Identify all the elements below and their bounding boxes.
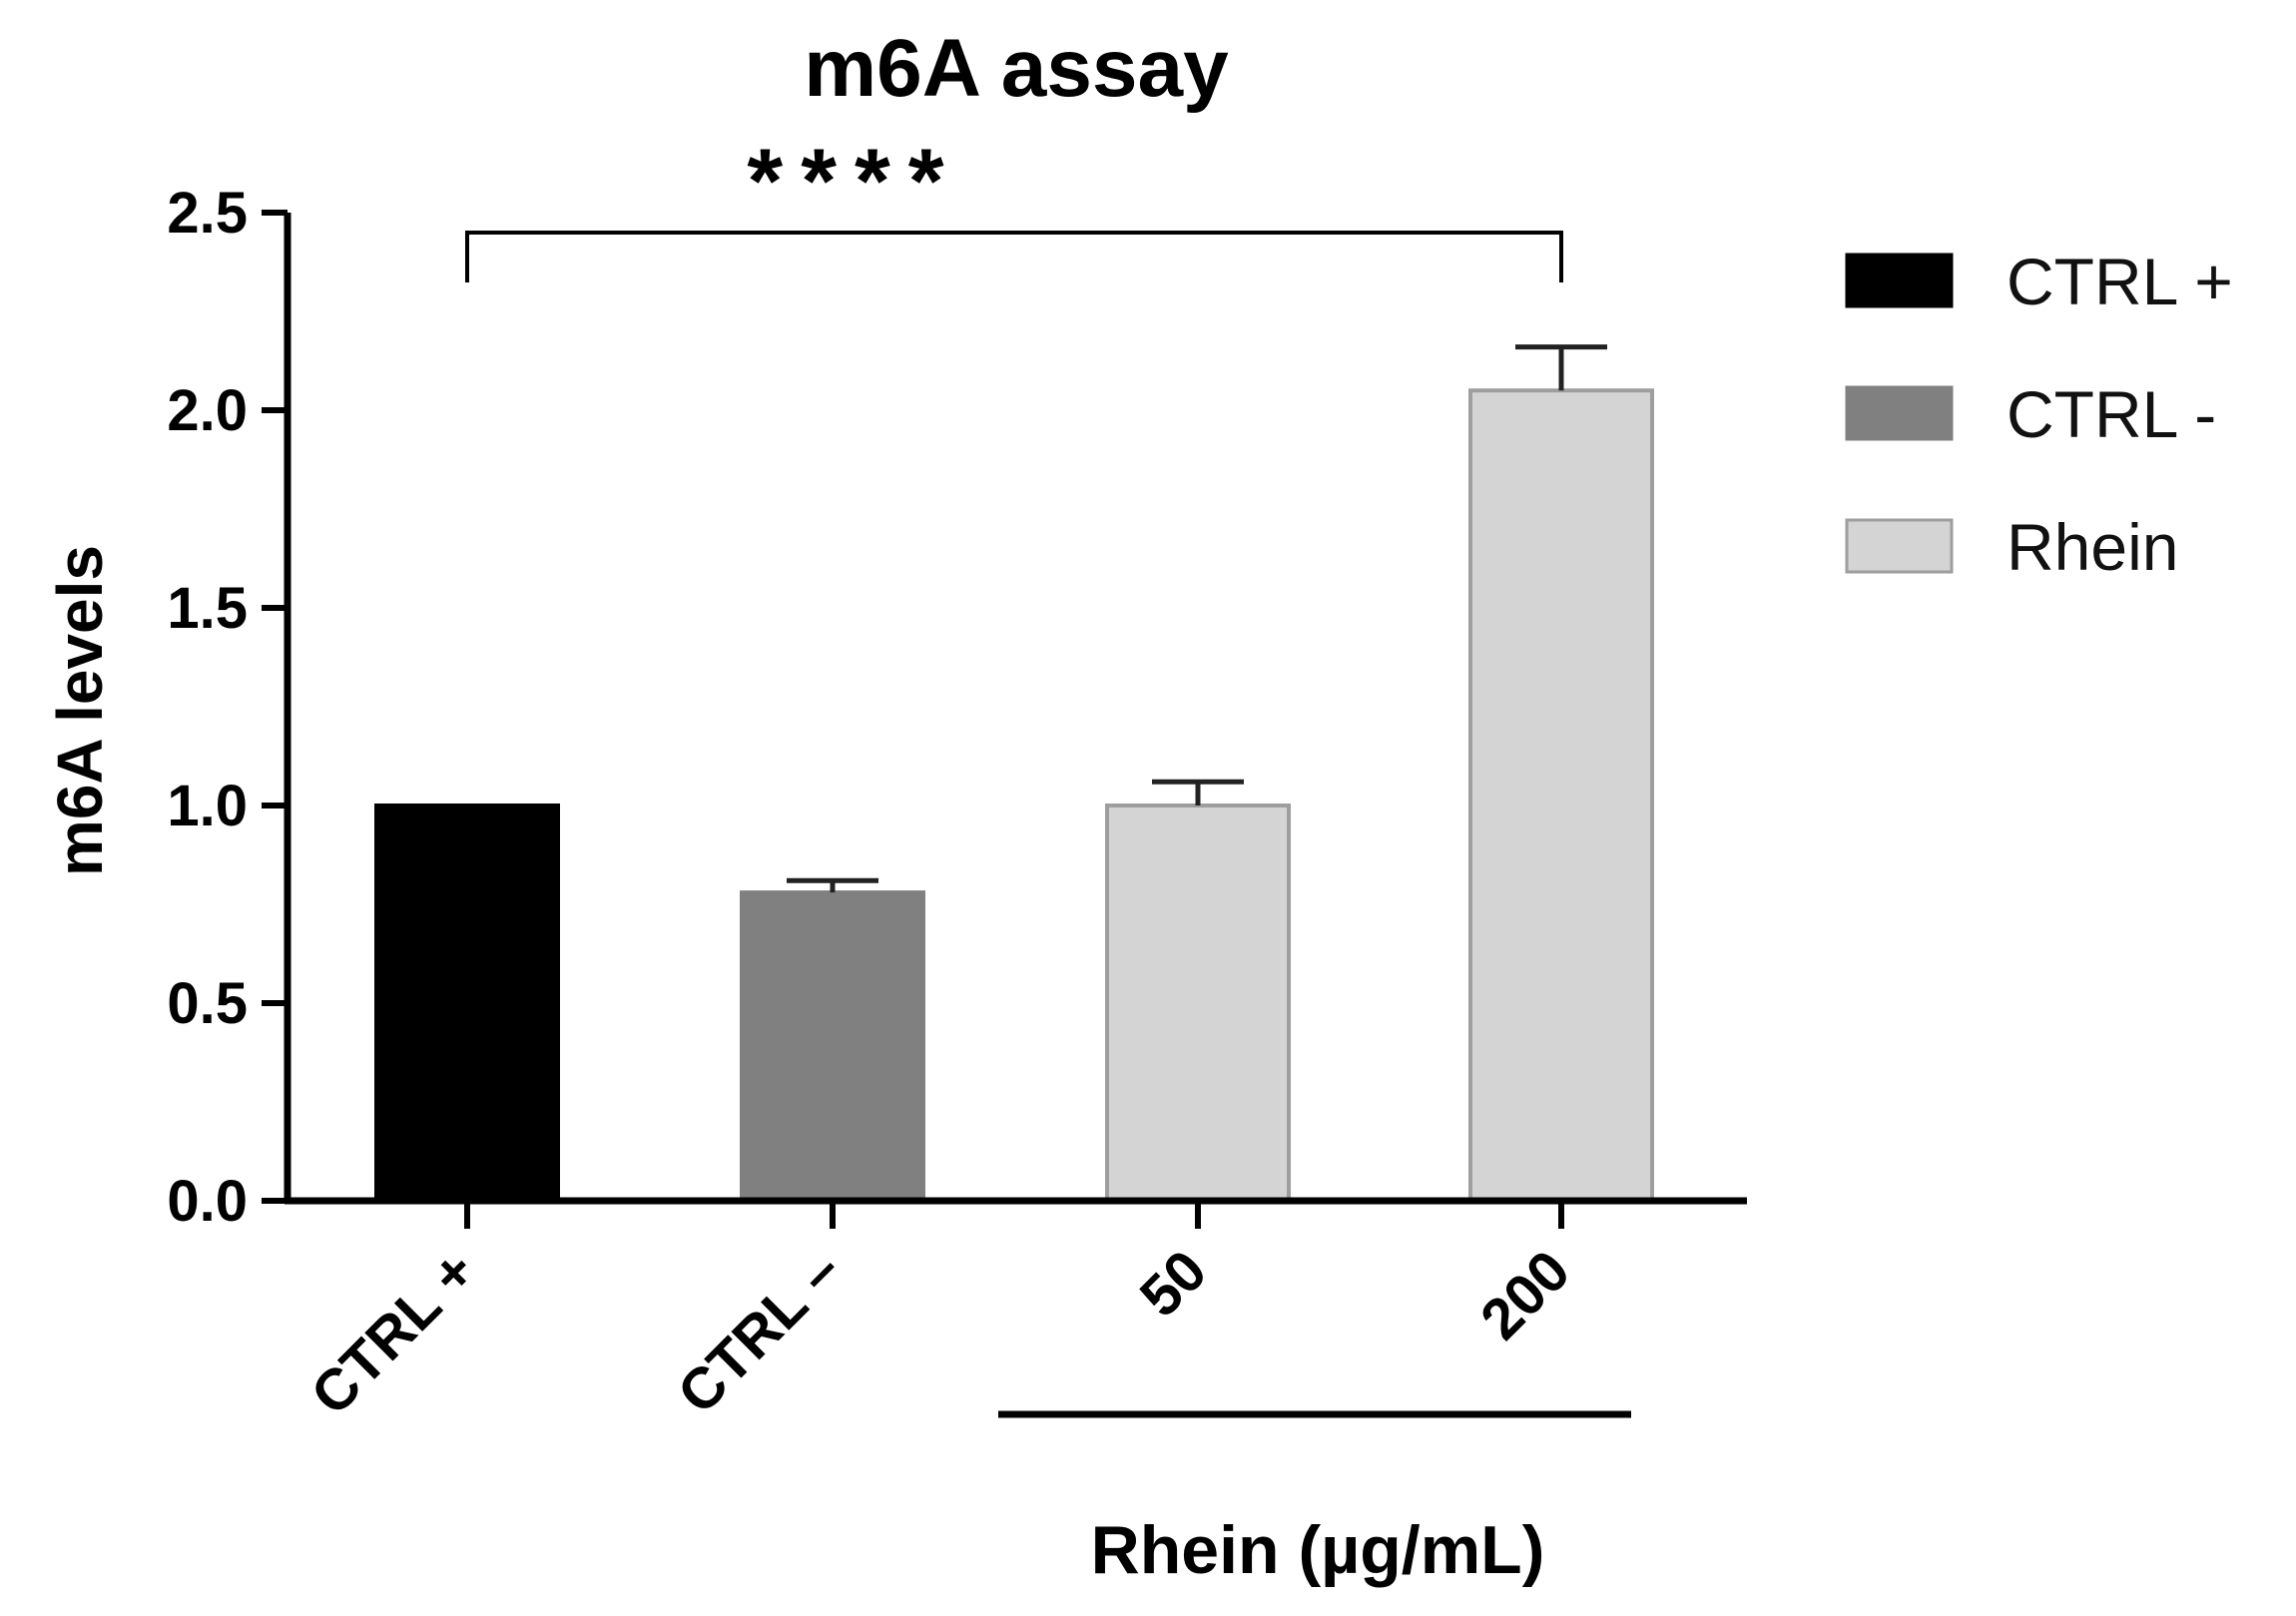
y-tick-label: 2.5 bbox=[167, 181, 248, 246]
x-tick-label: CTRL – bbox=[665, 1238, 854, 1426]
bar-1 bbox=[374, 804, 560, 1203]
y-tick-label: 1.5 bbox=[167, 576, 248, 641]
legend-label-2: CTRL - bbox=[2007, 377, 2216, 451]
bar-3 bbox=[1105, 804, 1291, 1203]
legend-label-3: Rhein bbox=[2007, 510, 2178, 584]
x-tick-label: CTRL + bbox=[298, 1238, 488, 1427]
bar-2 bbox=[740, 890, 925, 1203]
chart-title: m6A assay bbox=[804, 23, 1229, 114]
y-tick-label: 0.0 bbox=[167, 1169, 248, 1234]
bar-4 bbox=[1468, 388, 1654, 1203]
y-tick-label: 2.0 bbox=[167, 378, 248, 443]
x-group-label: Rhein (µg/mL) bbox=[1091, 1512, 1545, 1588]
plot-area: 0.0 0.5 1.0 1.5 2.0 2.5 CTRL + CTRL – 50 200 **** bbox=[167, 131, 1747, 1427]
legend-swatch-3 bbox=[1845, 518, 1954, 574]
legend: CTRL + CTRL - Rhein bbox=[1845, 245, 2233, 584]
x-tick-label: 50 bbox=[1128, 1238, 1220, 1330]
legend-swatch-1 bbox=[1845, 253, 1954, 308]
x-tick-label: 200 bbox=[1468, 1238, 1582, 1351]
legend-swatch-2 bbox=[1845, 385, 1954, 441]
y-tick-label: 1.0 bbox=[167, 774, 248, 838]
y-tick-label: 0.5 bbox=[167, 971, 248, 1036]
y-axis-label: m6A levels bbox=[44, 545, 116, 876]
significance-label: **** bbox=[747, 131, 961, 233]
legend-label-1: CTRL + bbox=[2007, 245, 2233, 318]
significance-bracket bbox=[465, 231, 1563, 282]
